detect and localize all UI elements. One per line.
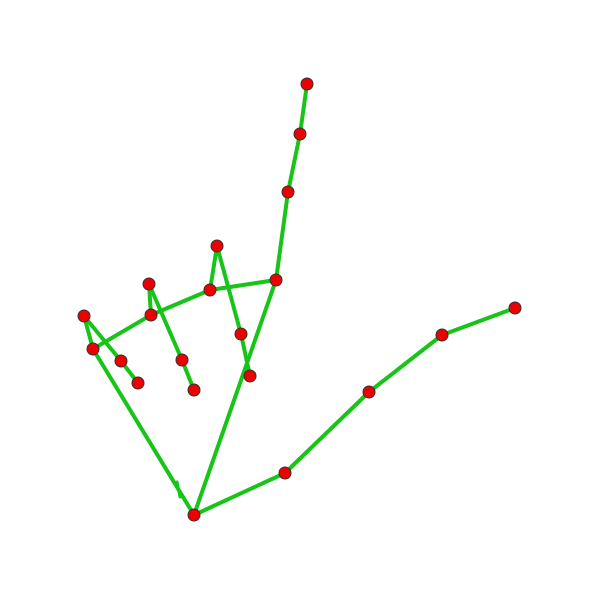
bone-wrist-thumb1 <box>192 471 287 517</box>
joint-middle4 <box>243 369 257 383</box>
bone-middle2-middle3 <box>215 244 243 336</box>
bone-middle1-middle2 <box>208 244 219 292</box>
bone-index3-index4 <box>298 82 309 136</box>
joint-ring4 <box>187 383 201 397</box>
joint-pinky4 <box>131 376 145 390</box>
joint-index4 <box>300 77 314 91</box>
joint-pinky1 <box>86 342 100 356</box>
joint-wrist <box>187 508 201 522</box>
bone-ring1-pinky1 <box>91 313 153 351</box>
bone-index1-index2 <box>274 190 290 282</box>
joint-middle2 <box>210 239 224 253</box>
bone-middle3-middle4 <box>239 332 252 378</box>
joint-index1 <box>269 273 283 287</box>
joint-ring2 <box>142 277 156 291</box>
joint-thumb3 <box>435 328 449 342</box>
joint-middle1 <box>203 283 217 297</box>
bone-index1-middle1 <box>208 278 278 292</box>
joint-pinky2 <box>77 309 91 323</box>
joint-thumb1 <box>278 466 292 480</box>
joint-pinky3 <box>114 354 128 368</box>
joint-markers <box>77 77 522 522</box>
joint-index3 <box>293 127 307 141</box>
bone-pinky2-pinky3 <box>82 314 123 363</box>
bone-thumb3-thumb4 <box>440 306 517 337</box>
bone-wrist-index1 <box>192 278 278 517</box>
joint-thumb2 <box>362 385 376 399</box>
joint-ring3 <box>175 353 189 367</box>
joint-middle3 <box>234 327 248 341</box>
joint-thumb4 <box>508 301 522 315</box>
bone-index2-index3 <box>286 132 302 194</box>
joint-index2 <box>281 185 295 199</box>
bone-thumb1-thumb2 <box>283 390 371 475</box>
joint-ring1 <box>144 308 158 322</box>
bone-ring2-ring3 <box>147 282 184 362</box>
bone-artifact-tick <box>175 480 182 499</box>
bone-thumb2-thumb3 <box>367 333 444 394</box>
